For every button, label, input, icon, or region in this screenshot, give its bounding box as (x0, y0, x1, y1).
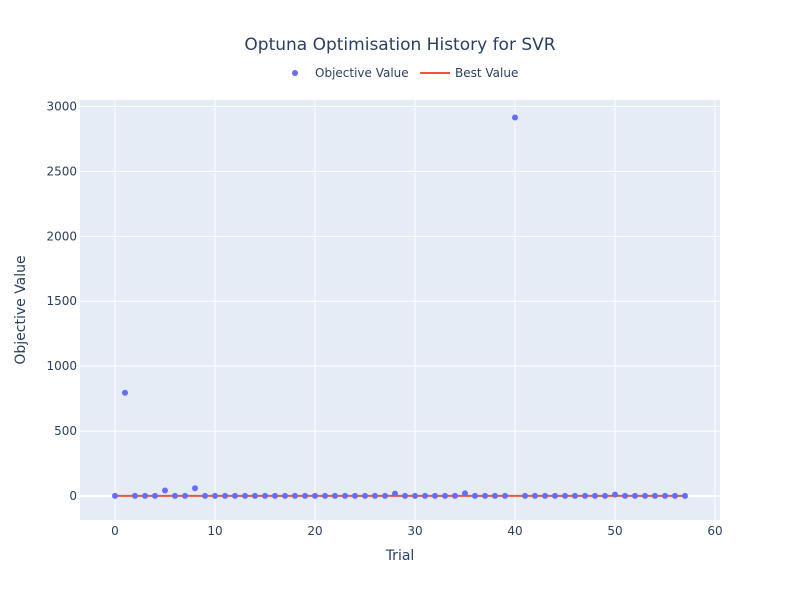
objective-point[interactable] (562, 492, 568, 499)
legend-item-objective[interactable]: Objective Value (292, 66, 409, 80)
objective-point[interactable] (322, 492, 328, 499)
objective-point[interactable] (342, 492, 348, 499)
objective-point[interactable] (202, 492, 208, 499)
y-tick-label: 1000 (46, 359, 77, 373)
objective-point[interactable] (432, 492, 438, 499)
y-tick-label: 500 (54, 424, 77, 438)
objective-point[interactable] (372, 492, 378, 499)
legend-item-best[interactable]: Best Value (420, 66, 518, 80)
objective-point[interactable] (302, 492, 308, 499)
objective-point[interactable] (652, 492, 658, 499)
objective-point[interactable] (462, 490, 468, 497)
objective-point[interactable] (362, 492, 368, 499)
objective-point[interactable] (502, 492, 508, 499)
objective-point[interactable] (282, 492, 288, 499)
objective-point[interactable] (352, 492, 358, 499)
objective-point[interactable] (182, 492, 188, 499)
objective-point[interactable] (532, 492, 538, 499)
objective-point[interactable] (292, 492, 298, 499)
x-tick-label: 30 (407, 524, 422, 538)
y-tick-label: 1500 (46, 294, 77, 308)
objective-point[interactable] (582, 492, 588, 499)
objective-point[interactable] (392, 490, 398, 497)
y-tick-label: 0 (69, 489, 77, 503)
objective-point[interactable] (402, 492, 408, 499)
objective-point[interactable] (592, 492, 598, 499)
objective-point[interactable] (442, 492, 448, 499)
objective-point[interactable] (142, 492, 148, 499)
y-tick-label: 2000 (46, 229, 77, 243)
objective-point[interactable] (452, 492, 458, 499)
legend-marker-objective (292, 70, 298, 76)
objective-point[interactable] (542, 492, 548, 499)
x-tick-label: 50 (607, 524, 622, 538)
objective-point[interactable] (172, 492, 178, 499)
y-tick-label: 3000 (46, 99, 77, 113)
objective-point[interactable] (682, 492, 688, 499)
objective-point[interactable] (552, 492, 558, 499)
objective-point[interactable] (122, 389, 128, 396)
objective-point[interactable] (192, 485, 198, 492)
objective-point[interactable] (152, 492, 158, 499)
x-tick-labels: 0 10 20 30 40 50 60 (111, 524, 722, 538)
chart-title: Optuna Optimisation History for SVR (244, 35, 555, 55)
x-tick-label: 40 (507, 524, 522, 538)
grid-x (114, 100, 716, 520)
x-tick-label: 60 (707, 524, 722, 538)
legend-label-best: Best Value (455, 66, 518, 80)
objective-point[interactable] (622, 492, 628, 499)
objective-point[interactable] (382, 492, 388, 499)
objective-point[interactable] (212, 492, 218, 499)
objective-point[interactable] (472, 492, 478, 499)
objective-point[interactable] (232, 492, 238, 499)
objective-point[interactable] (262, 492, 268, 499)
objective-point[interactable] (422, 492, 428, 499)
y-tick-labels: 0 500 1000 1500 2000 2500 3000 (46, 99, 77, 502)
objective-point[interactable] (632, 492, 638, 499)
objective-point[interactable] (132, 492, 138, 499)
x-tick-label: 10 (207, 524, 222, 538)
objective-point[interactable] (222, 492, 228, 499)
objective-point[interactable] (492, 492, 498, 499)
objective-point[interactable] (512, 114, 518, 121)
series-points (112, 114, 688, 499)
objective-point[interactable] (522, 492, 528, 499)
objective-point[interactable] (332, 492, 338, 499)
y-tick-label: 2500 (46, 164, 77, 178)
plot-area (80, 100, 720, 520)
x-tick-label: 20 (307, 524, 322, 538)
objective-point[interactable] (642, 492, 648, 499)
objective-point[interactable] (482, 492, 488, 499)
objective-point[interactable] (242, 492, 248, 499)
objective-point[interactable] (662, 492, 668, 499)
objective-point[interactable] (112, 492, 118, 499)
objective-point[interactable] (272, 492, 278, 499)
legend: Objective Value Best Value (292, 66, 518, 80)
objective-point[interactable] (162, 487, 168, 494)
legend-label-objective: Objective Value (315, 66, 409, 80)
x-axis-label: Trial (385, 548, 415, 564)
objective-point[interactable] (602, 492, 608, 499)
objective-point[interactable] (612, 491, 618, 498)
x-tick-label: 0 (111, 524, 119, 538)
objective-point[interactable] (312, 492, 318, 499)
objective-point[interactable] (412, 492, 418, 499)
objective-point[interactable] (672, 492, 678, 499)
y-axis-label: Objective Value (13, 255, 29, 364)
objective-point[interactable] (572, 492, 578, 499)
objective-point[interactable] (252, 492, 258, 499)
